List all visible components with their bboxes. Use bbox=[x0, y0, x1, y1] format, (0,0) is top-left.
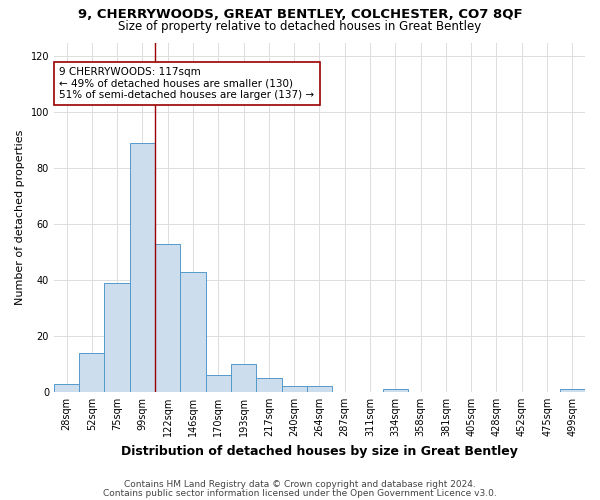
Bar bbox=[130, 143, 155, 392]
Text: 9 CHERRYWOODS: 117sqm
← 49% of detached houses are smaller (130)
51% of semi-det: 9 CHERRYWOODS: 117sqm ← 49% of detached … bbox=[59, 67, 314, 100]
Bar bbox=[79, 353, 104, 392]
Bar bbox=[307, 386, 332, 392]
Bar bbox=[181, 272, 206, 392]
Y-axis label: Number of detached properties: Number of detached properties bbox=[15, 130, 25, 305]
Bar bbox=[383, 389, 408, 392]
Bar bbox=[104, 283, 130, 392]
Bar bbox=[256, 378, 281, 392]
Bar bbox=[231, 364, 256, 392]
Text: 9, CHERRYWOODS, GREAT BENTLEY, COLCHESTER, CO7 8QF: 9, CHERRYWOODS, GREAT BENTLEY, COLCHESTE… bbox=[77, 8, 523, 20]
Text: Contains HM Land Registry data © Crown copyright and database right 2024.: Contains HM Land Registry data © Crown c… bbox=[124, 480, 476, 489]
Bar bbox=[281, 386, 307, 392]
Bar bbox=[560, 389, 585, 392]
Bar bbox=[54, 384, 79, 392]
Bar bbox=[155, 244, 181, 392]
X-axis label: Distribution of detached houses by size in Great Bentley: Distribution of detached houses by size … bbox=[121, 444, 518, 458]
Text: Contains public sector information licensed under the Open Government Licence v3: Contains public sector information licen… bbox=[103, 488, 497, 498]
Text: Size of property relative to detached houses in Great Bentley: Size of property relative to detached ho… bbox=[118, 20, 482, 33]
Bar bbox=[206, 375, 231, 392]
